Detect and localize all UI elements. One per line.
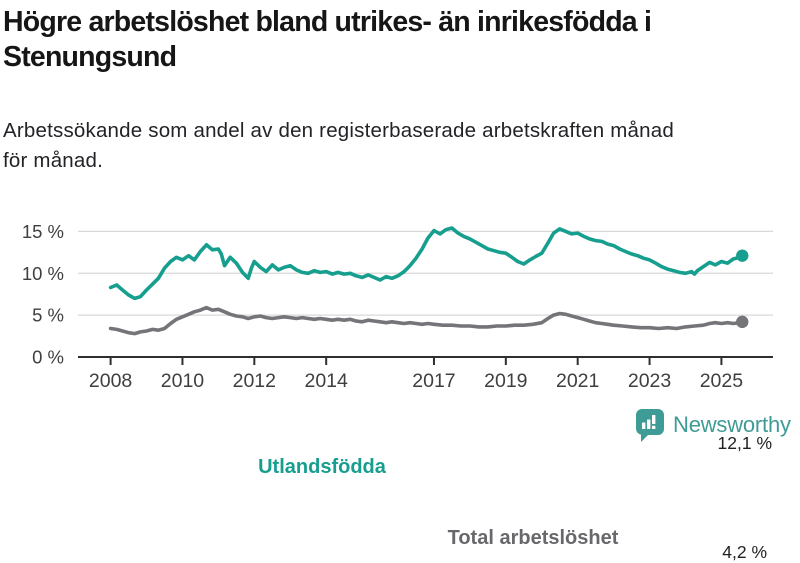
y-axis-tick-label: 10 % bbox=[22, 263, 64, 284]
x-axis-tick-label: 2008 bbox=[89, 370, 132, 392]
series-label-utlandsfodda: Utlandsfödda bbox=[258, 456, 386, 478]
bar-chart-speech-bubble-icon bbox=[636, 409, 664, 442]
chart-title-line2: Stenungsund bbox=[3, 41, 177, 73]
series-line-total bbox=[108, 305, 745, 336]
y-axis-tick-label: 0 % bbox=[32, 347, 64, 368]
x-axis-tick-label: 2012 bbox=[233, 370, 276, 392]
x-axis-tick-label: 2021 bbox=[556, 370, 599, 392]
y-axis-tick-label: 5 % bbox=[32, 305, 64, 326]
x-axis-tick-label: 2023 bbox=[628, 370, 671, 392]
x-axis-tick-label: 2019 bbox=[484, 370, 527, 392]
x-axis-tick-label: 2014 bbox=[304, 370, 348, 392]
y-axis-tick-label: 15 % bbox=[22, 221, 64, 242]
chart-subtitle-line1: Arbetssökande som andel av den registerb… bbox=[3, 119, 674, 142]
newsworthy-wordmark: Newsworthy bbox=[673, 412, 791, 437]
series-line-utlandsfodda bbox=[108, 226, 745, 301]
series-end-dot-total bbox=[736, 315, 749, 329]
line-chart: 0 % 5 % 10 % 15 % 2008 2010 2012 2014 2017 2019 20… bbox=[0, 210, 800, 562]
series-label-total-arbetsloshet: Total arbetslöshet bbox=[447, 527, 619, 549]
end-value-label-total: 4,2 % bbox=[722, 542, 767, 562]
series-end-dot-utlandsfodda bbox=[736, 249, 749, 262]
chart-title-line1: Högre arbetslöshet bland utrikes- än inr… bbox=[3, 6, 652, 38]
x-axis-tick-label: 2010 bbox=[161, 370, 205, 392]
chart-subtitle-line2: för månad. bbox=[3, 149, 103, 172]
newsworthy-logo[interactable]: Newsworthy bbox=[636, 409, 791, 443]
chart-plot-area: 0 % 5 % 10 % 15 % 2008 2010 2012 2014 2017 2019 20… bbox=[22, 221, 773, 392]
x-axis-tick-label: 2017 bbox=[412, 370, 455, 392]
end-value-label-utlandsfodda: 12,1 % bbox=[717, 433, 772, 453]
x-axis-tick-label: 2025 bbox=[700, 370, 744, 392]
